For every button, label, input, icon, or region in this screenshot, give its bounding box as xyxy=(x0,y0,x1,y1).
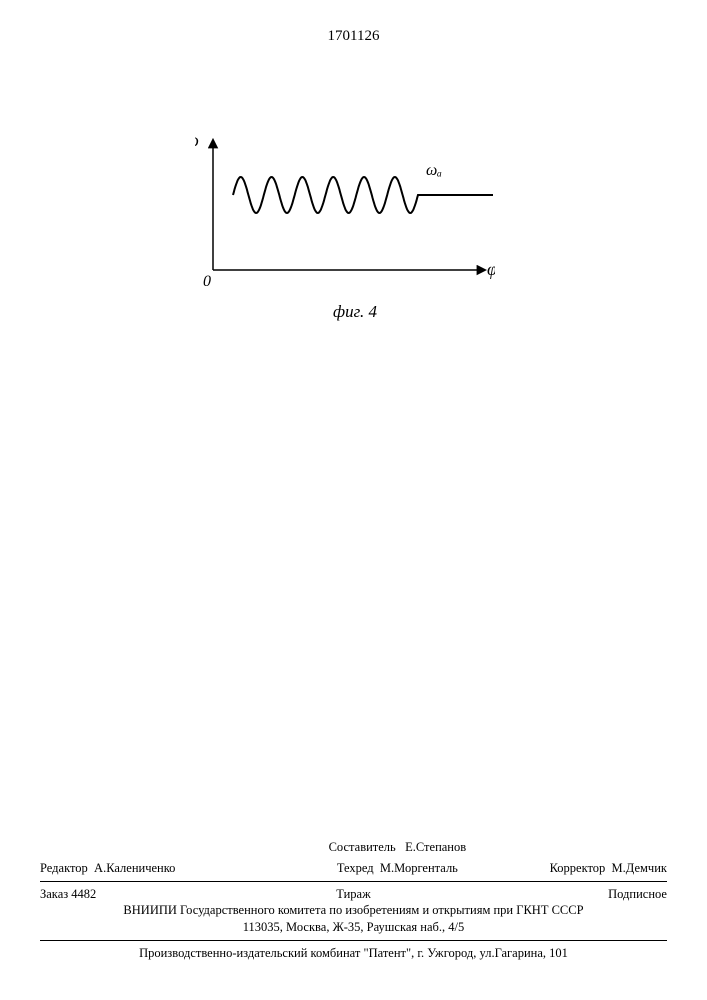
printer-line: Производственно-издательский комбинат "П… xyxy=(40,945,667,962)
techred-label: Техред xyxy=(337,861,374,875)
rule-2 xyxy=(40,940,667,941)
podpisnoe: Подписное xyxy=(458,886,667,903)
colophon-line1: ВНИИПИ Государственного комитета по изоб… xyxy=(40,902,667,919)
credits-row: Редактор А.Калениченко Техред М.Моргента… xyxy=(40,860,667,877)
order-row: Заказ 4482 Тираж Подписное xyxy=(40,886,667,903)
colophon-line2: 113035, Москва, Ж-35, Раушская наб., 4/5 xyxy=(40,919,667,936)
svg-text:0: 0 xyxy=(203,273,211,290)
figure-svg: ω φ 0 ωₐ xyxy=(195,130,495,300)
svg-text:ω: ω xyxy=(195,130,199,150)
corrector-label: Корректор xyxy=(550,861,606,875)
techred-name: М.Моргенталь xyxy=(380,861,458,875)
compiler-name: Е.Степанов xyxy=(405,840,466,854)
footer-block: Составитель Е.Степанов Редактор А.Калени… xyxy=(40,835,667,962)
figure-caption: фиг. 4 xyxy=(195,302,515,322)
svg-text:ωₐ: ωₐ xyxy=(426,162,442,179)
compiler-row: Составитель Е.Степанов xyxy=(40,839,667,856)
tirazh: Тираж xyxy=(249,886,458,903)
order-number: Заказ 4482 xyxy=(40,886,249,903)
figure-4: ω φ 0 ωₐ фиг. 4 xyxy=(195,130,515,322)
editor-name: А.Калениченко xyxy=(94,861,175,875)
svg-text:φ: φ xyxy=(487,259,495,279)
compiler-label: Составитель xyxy=(329,840,396,854)
page-number: 1701126 xyxy=(0,28,707,45)
corrector-name: М.Демчик xyxy=(612,861,667,875)
rule-1 xyxy=(40,881,667,882)
editor-label: Редактор xyxy=(40,861,88,875)
